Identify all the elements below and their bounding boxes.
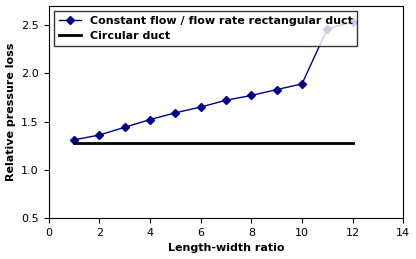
X-axis label: Length-width ratio: Length-width ratio <box>168 243 284 254</box>
Y-axis label: Relative pressure loss: Relative pressure loss <box>5 43 15 181</box>
Constant flow / flow rate rectangular duct <box>223 99 228 102</box>
Constant flow / flow rate rectangular duct <box>173 111 178 114</box>
Constant flow / flow rate rectangular duct <box>122 126 127 129</box>
Legend: Constant flow / flow rate rectangular duct, Circular duct: Constant flow / flow rate rectangular du… <box>54 11 357 46</box>
Line: Constant flow / flow rate rectangular duct: Constant flow / flow rate rectangular du… <box>71 19 356 143</box>
Circular duct <box>72 141 77 144</box>
Constant flow / flow rate rectangular duct <box>274 88 279 91</box>
Constant flow / flow rate rectangular duct <box>97 133 102 136</box>
Constant flow / flow rate rectangular duct <box>72 138 77 141</box>
Constant flow / flow rate rectangular duct <box>300 82 305 85</box>
Constant flow / flow rate rectangular duct <box>198 105 203 109</box>
Constant flow / flow rate rectangular duct <box>325 27 330 30</box>
Constant flow / flow rate rectangular duct <box>147 118 152 121</box>
Constant flow / flow rate rectangular duct <box>350 20 355 24</box>
Circular duct <box>350 141 355 144</box>
Constant flow / flow rate rectangular duct <box>249 94 254 97</box>
